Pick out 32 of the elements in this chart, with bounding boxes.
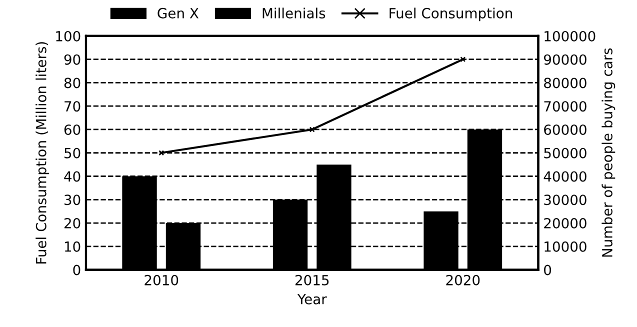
y-tick-label: 80 xyxy=(64,78,80,88)
y2-axis-title: Number of people buying cars xyxy=(602,48,616,257)
x-tick-label: 2020 xyxy=(446,274,480,286)
y2-tick-label: 90000 xyxy=(544,54,586,65)
y2-tick-label: 30000 xyxy=(544,194,586,206)
y-tick-label: 50 xyxy=(64,148,80,158)
y2-tick-label: 20000 xyxy=(544,218,586,228)
point xyxy=(309,126,315,132)
y2-tick-label: 0 xyxy=(544,264,552,276)
y-tick-label: 60 xyxy=(64,124,80,135)
x-tick-label: 2010 xyxy=(144,274,178,286)
y2-tick-label: 10000 xyxy=(544,241,586,252)
x-tick-label: 2015 xyxy=(295,274,329,286)
y-tick-label: 40 xyxy=(64,171,80,182)
y-tick-label: 0 xyxy=(73,264,80,276)
y-tick-label: 10 xyxy=(64,241,80,252)
y-tick-label: 100 xyxy=(56,30,80,42)
legend-label: Gen X xyxy=(158,8,199,18)
y-tick-label: 20 xyxy=(64,218,80,228)
y2-tick-label: 80000 xyxy=(544,78,586,88)
y2-tick-label: 100000 xyxy=(544,30,596,42)
y-tick-label: 90 xyxy=(64,54,80,65)
y2-tick-label: 50000 xyxy=(544,148,586,158)
y-tick-label: 70 xyxy=(64,101,80,112)
x-axis-title: Year xyxy=(297,294,327,304)
y2-tick-label: 70000 xyxy=(544,101,586,112)
y2-tick-label: 60000 xyxy=(544,124,586,135)
y-tick-label: 30 xyxy=(64,194,80,206)
legend-label: Millenials xyxy=(262,8,326,18)
y-axis-title: Fuel Consumption (Million liters) xyxy=(36,42,50,264)
y2-tick-label: 40000 xyxy=(544,171,586,182)
legend-label: Fuel Consumption xyxy=(390,8,512,22)
